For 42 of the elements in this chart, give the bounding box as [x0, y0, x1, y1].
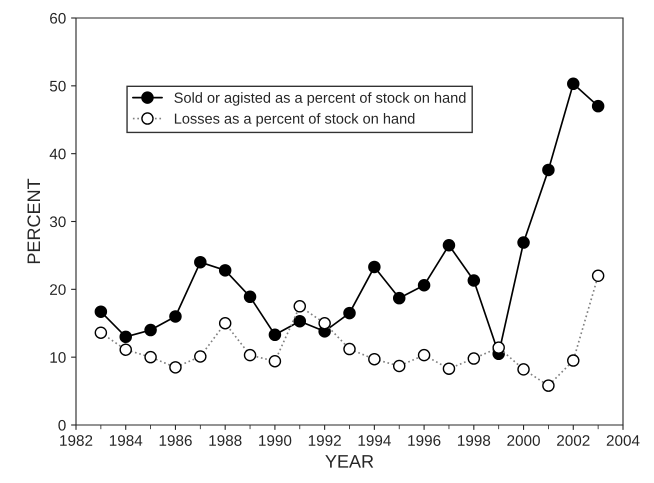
point	[169, 310, 182, 323]
y-tick-label: 60	[50, 12, 66, 24]
x-tick-label: 2000	[507, 435, 540, 446]
y-tick-label: 0	[58, 420, 66, 431]
point	[343, 306, 356, 320]
y-tick-label: 10	[50, 352, 66, 363]
x-tick-label: 1994	[358, 435, 391, 446]
x-tick-label: 2002	[557, 435, 590, 446]
point	[468, 274, 480, 287]
point	[542, 164, 555, 176]
x-tick-label: 1998	[458, 435, 490, 446]
y-tick-label: 30	[50, 216, 66, 228]
point	[517, 236, 530, 249]
point	[368, 260, 381, 274]
point	[194, 256, 207, 268]
x-tick-label: 1982	[60, 435, 92, 446]
point	[418, 279, 430, 292]
x-tick-label: 2004	[606, 435, 640, 446]
x-axis-title: YEAR	[325, 455, 374, 468]
point	[442, 238, 456, 252]
point	[294, 314, 306, 328]
y-axis-title: PERCENT	[27, 178, 40, 264]
x-tick-label: 1984	[110, 435, 142, 446]
legend-label: Losses as a percent of stock on hand	[174, 113, 414, 127]
x-tick-label: 1996	[408, 435, 440, 446]
point	[268, 328, 282, 342]
legend-label: Sold or agisted as a percent of stock on hand	[174, 92, 466, 106]
point	[144, 324, 157, 336]
y-tick-label: 40	[50, 148, 66, 160]
point	[119, 330, 132, 344]
x-tick-label: 1992	[308, 435, 341, 446]
point	[592, 100, 604, 112]
x-tick-label: 1986	[160, 435, 192, 446]
point	[218, 264, 232, 277]
point	[94, 305, 108, 318]
x-tick-label: 1988	[209, 435, 242, 446]
y-tick-label: 50	[50, 80, 66, 92]
point	[567, 78, 580, 90]
point	[392, 292, 406, 304]
point	[244, 290, 256, 304]
y-tick-label: 20	[50, 284, 66, 296]
x-tick-label: 1990	[259, 435, 292, 446]
